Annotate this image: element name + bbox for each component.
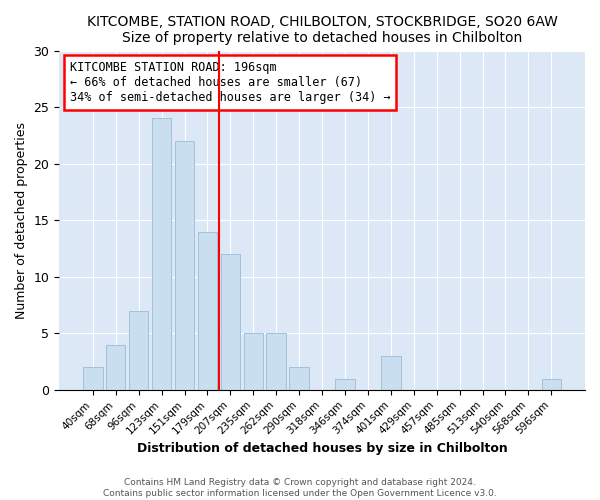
Bar xyxy=(129,310,148,390)
Bar xyxy=(266,334,286,390)
Bar xyxy=(197,232,217,390)
Y-axis label: Number of detached properties: Number of detached properties xyxy=(15,122,28,318)
Bar xyxy=(175,141,194,390)
Bar xyxy=(335,378,355,390)
Bar xyxy=(83,367,103,390)
Title: KITCOMBE, STATION ROAD, CHILBOLTON, STOCKBRIDGE, SO20 6AW
Size of property relat: KITCOMBE, STATION ROAD, CHILBOLTON, STOC… xyxy=(86,15,557,45)
Bar xyxy=(106,344,125,390)
X-axis label: Distribution of detached houses by size in Chilbolton: Distribution of detached houses by size … xyxy=(137,442,508,455)
Bar xyxy=(152,118,172,390)
Bar xyxy=(221,254,240,390)
Bar xyxy=(542,378,561,390)
Bar xyxy=(244,334,263,390)
Bar xyxy=(289,367,309,390)
Text: KITCOMBE STATION ROAD: 196sqm
← 66% of detached houses are smaller (67)
34% of s: KITCOMBE STATION ROAD: 196sqm ← 66% of d… xyxy=(70,60,390,104)
Text: Contains HM Land Registry data © Crown copyright and database right 2024.
Contai: Contains HM Land Registry data © Crown c… xyxy=(103,478,497,498)
Bar xyxy=(381,356,401,390)
